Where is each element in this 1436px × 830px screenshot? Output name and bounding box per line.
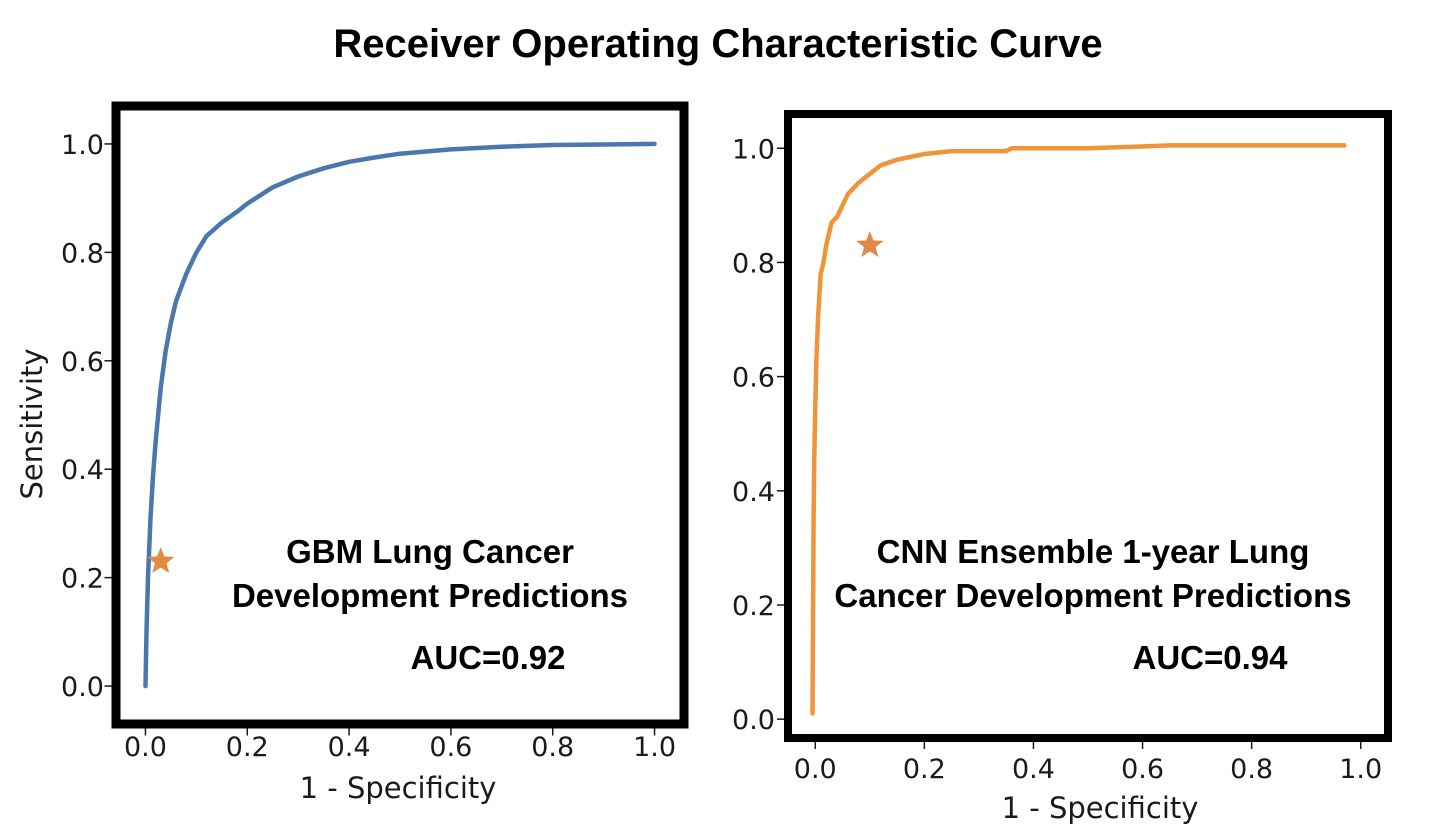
model-annotation-line: Cancer Development Predictions xyxy=(834,577,1351,614)
x-tick-label: 1.0 xyxy=(633,732,676,763)
auc-label: AUC=0.94 xyxy=(1133,639,1289,676)
y-tick-label: 1.0 xyxy=(61,130,104,161)
plot-frame xyxy=(784,110,1392,742)
model-annotation-line: GBM Lung Cancer xyxy=(286,533,574,570)
y-tick-label: 0.8 xyxy=(61,238,104,269)
x-axis-label: 1 - Specificity xyxy=(1002,791,1199,825)
x-tick-label: 0.0 xyxy=(794,754,837,785)
y-tick-label: 0.2 xyxy=(732,591,775,622)
y-tick-label: 0.6 xyxy=(732,363,775,394)
x-tick-label: 0.8 xyxy=(531,732,574,763)
chart-title: Receiver Operating Characteristic Curve xyxy=(333,22,1103,66)
operating-point-star-marker xyxy=(856,230,884,257)
operating-point-star-marker xyxy=(147,546,175,574)
model-annotation-line: Development Predictions xyxy=(232,577,628,614)
roc-panel-1: 0.0 0.2 0.4 0.6 0.8 1.0 0.0 0.2 0.4 0.6 0.8 1.0 1 - … xyxy=(15,101,689,805)
y-tick-label: 0.2 xyxy=(61,564,104,595)
y-tick-label: 0.0 xyxy=(61,672,104,703)
x-tick-label: 0.8 xyxy=(1230,754,1273,785)
y-axis-label: Sensitivity xyxy=(15,349,49,500)
y-tick-label: 0.6 xyxy=(61,347,104,378)
y-tick-label: 0.0 xyxy=(732,705,775,736)
roc-curve xyxy=(143,141,657,689)
model-annotation-line: CNN Ensemble 1-year Lung xyxy=(877,533,1310,570)
x-tick-label: 0.6 xyxy=(429,732,472,763)
x-tick-label: 0.2 xyxy=(903,754,946,785)
x-tick-label: 1.0 xyxy=(1339,754,1382,785)
x-tick-label: 0.4 xyxy=(328,732,371,763)
y-tick-label: 1.0 xyxy=(732,134,775,165)
plot-frame xyxy=(111,101,689,729)
x-axis-label: 1 - Specificity xyxy=(300,771,497,805)
auc-label: AUC=0.92 xyxy=(411,639,566,676)
roc-panel-2: 0.0 0.2 0.4 0.6 0.8 1.0 0.0 0.2 0.4 0.6 0.8 1.0 1 - … xyxy=(732,110,1392,825)
roc-curve xyxy=(810,143,1347,716)
x-tick-label: 0.2 xyxy=(226,732,269,763)
y-tick-label: 0.8 xyxy=(732,248,775,279)
x-tick-label: 0.4 xyxy=(1012,754,1055,785)
y-tick-label: 0.4 xyxy=(732,477,775,508)
x-tick-label: 0.0 xyxy=(124,732,167,763)
x-tick-label: 0.6 xyxy=(1121,754,1164,785)
y-tick-label: 0.4 xyxy=(61,455,104,486)
